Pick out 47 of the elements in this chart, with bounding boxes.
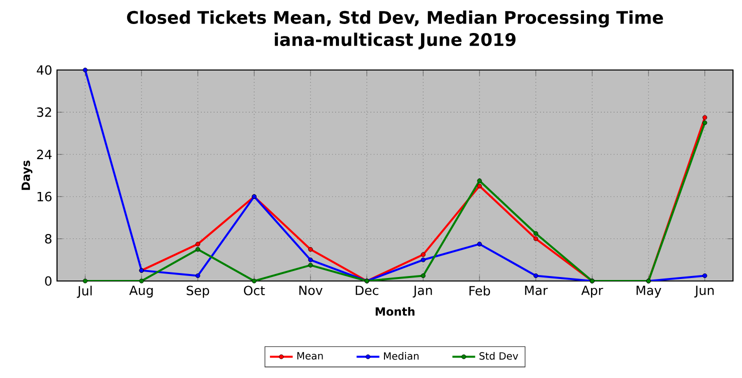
x-tick-label: Jun	[694, 286, 714, 298]
x-tick-label: May	[636, 286, 662, 298]
x-tick-label: Feb	[470, 286, 490, 296]
y-tick-label: 24	[37, 150, 52, 160]
x-tick-label: Jan	[412, 286, 432, 298]
point	[308, 258, 313, 262]
legend-label: Std Dev	[480, 352, 518, 360]
point	[534, 231, 538, 236]
point	[534, 236, 538, 242]
point	[702, 273, 708, 278]
x-tick-label: Dec	[356, 286, 378, 296]
point	[82, 278, 88, 284]
point	[196, 273, 200, 278]
y-tick-label: 16	[38, 192, 52, 202]
point	[196, 247, 200, 252]
y-tick-label: 40	[36, 65, 52, 75]
point	[477, 178, 482, 184]
point	[702, 115, 708, 120]
y-tick-label: 32	[37, 107, 52, 117]
x-axis-title: Month	[376, 307, 414, 316]
y-tick-label: 8	[45, 234, 52, 244]
chart-subtitle: iana-multicast June 2019	[274, 32, 516, 50]
point	[82, 68, 88, 72]
y-axis-title: Days	[22, 160, 32, 190]
chart-title: Closed Tickets Mean, Std Dev, Median Processing Time	[127, 10, 663, 28]
point	[420, 252, 426, 257]
x-tick-label: Oct	[244, 286, 265, 296]
point	[252, 278, 257, 284]
point	[308, 262, 313, 268]
x-tick-label: Jul	[76, 286, 92, 298]
point	[477, 184, 482, 188]
x-tick-label: Apr	[581, 286, 604, 298]
point	[420, 258, 426, 262]
legend-label: Mean	[297, 352, 323, 360]
point	[420, 273, 426, 278]
point	[534, 273, 538, 278]
x-tick-label: Aug	[129, 286, 153, 298]
point	[139, 278, 144, 284]
point	[196, 242, 200, 246]
x-tick-label: Sep	[186, 286, 210, 298]
point	[477, 242, 482, 246]
point	[308, 247, 313, 252]
y-tick-label: 0	[45, 276, 52, 286]
x-tick-label: Mar	[525, 286, 548, 296]
point	[702, 120, 708, 126]
legend-label: Median	[384, 352, 419, 360]
x-tick-label: Nov	[299, 286, 323, 296]
